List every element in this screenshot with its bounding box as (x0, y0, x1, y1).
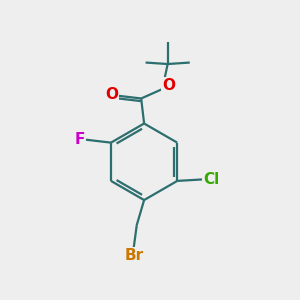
Text: O: O (105, 87, 118, 102)
Text: O: O (162, 78, 175, 93)
Text: F: F (75, 132, 85, 147)
Text: Br: Br (124, 248, 143, 263)
Text: Cl: Cl (203, 172, 219, 187)
